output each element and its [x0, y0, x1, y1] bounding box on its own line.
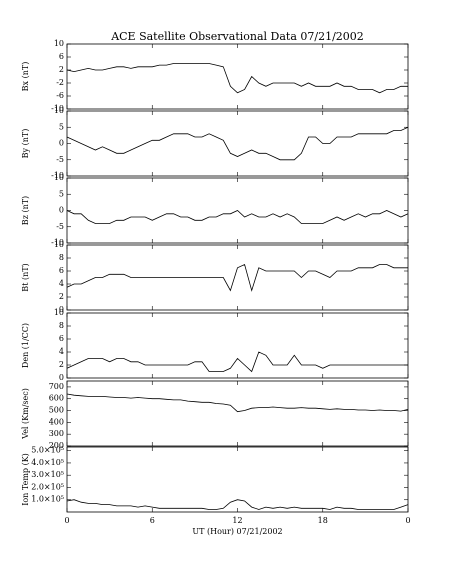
y-tick-label: 700 [49, 382, 64, 391]
panel-frame [66, 110, 409, 177]
data-line [66, 499, 409, 510]
y-tick-label: 5 [59, 189, 64, 198]
y-tick-label: 8 [59, 321, 64, 330]
y-axis-label: Den (1/CC) [21, 323, 30, 368]
y-tick-label: -10 [51, 171, 64, 180]
y-tick-label: 10 [54, 106, 64, 115]
x-tick-label: 12 [232, 516, 242, 525]
y-axis-label: Bt (nT) [21, 263, 30, 291]
y-axis-label: Vel (Km/sec) [21, 388, 30, 440]
x-tick-label: 0 [64, 516, 69, 525]
y-tick-label: 6 [59, 266, 64, 275]
y-tick-label: 5.0×10⁵ [31, 446, 64, 455]
y-tick-label: 3.0×10⁵ [31, 470, 64, 479]
y-tick-label: 8 [59, 253, 64, 262]
y-axis-label: By (nT) [21, 129, 30, 159]
y-tick-label: 0 [59, 139, 64, 148]
y-tick-label: 2 [59, 292, 64, 301]
panel-frame [66, 43, 409, 110]
panel-frame [66, 312, 409, 379]
y-tick-label: -10 [51, 104, 64, 113]
y-tick-label: 300 [49, 429, 64, 438]
y-tick-label: -2 [56, 78, 64, 87]
panel-frame [66, 244, 409, 311]
data-line [66, 351, 408, 373]
y-tick-label: 600 [49, 394, 64, 403]
y-tick-label: 10 [54, 173, 64, 182]
y-axis-label: Bz (nT) [21, 196, 30, 225]
x-tick-label: 0 [405, 516, 410, 525]
y-axis-label: Bx (nT) [21, 62, 30, 92]
y-tick-label: 0 [59, 305, 64, 314]
y-tick-label: 4 [59, 279, 64, 288]
y-tick-label: 2 [59, 360, 64, 369]
y-tick-label: 10 [54, 240, 64, 249]
y-tick-label: 2 [59, 65, 64, 74]
chart-title: ACE Satellite Observational Data 07/21/2… [110, 30, 364, 43]
y-tick-label: 200 [49, 441, 64, 450]
y-tick-label: 6 [59, 334, 64, 343]
y-tick-label: 10 [54, 39, 64, 48]
panel-frame [66, 380, 409, 447]
x-tick-label: 18 [318, 516, 328, 525]
y-tick-label: -10 [51, 238, 64, 247]
y-tick-label: 4.0×10⁵ [31, 458, 64, 467]
x-axis-label: UT (Hour) 07/21/2002 [192, 527, 282, 536]
data-line [66, 63, 408, 94]
y-tick-label: 1.0×10⁵ [31, 495, 64, 504]
y-tick-label: -5 [56, 222, 64, 231]
data-line [66, 126, 409, 161]
y-tick-label: 4 [59, 347, 64, 356]
y-tick-label: 500 [49, 406, 64, 415]
y-tick-label: -5 [56, 155, 64, 164]
y-axis-label: Ion Temp (K) [21, 453, 30, 506]
data-line [66, 263, 408, 292]
data-line [66, 210, 409, 224]
y-tick-label: 10 [54, 308, 64, 317]
y-tick-label: 6 [59, 52, 64, 61]
y-tick-label: -6 [56, 91, 64, 100]
x-tick-label: 6 [150, 516, 155, 525]
y-tick-label: 0 [59, 373, 64, 382]
y-tick-label: 0 [59, 206, 64, 215]
data-line [66, 393, 409, 413]
y-tick-label: 2.0×10⁵ [31, 482, 64, 491]
y-tick-label: 400 [49, 417, 64, 426]
y-tick-label: 5 [59, 122, 64, 131]
panel-frame [66, 446, 409, 513]
